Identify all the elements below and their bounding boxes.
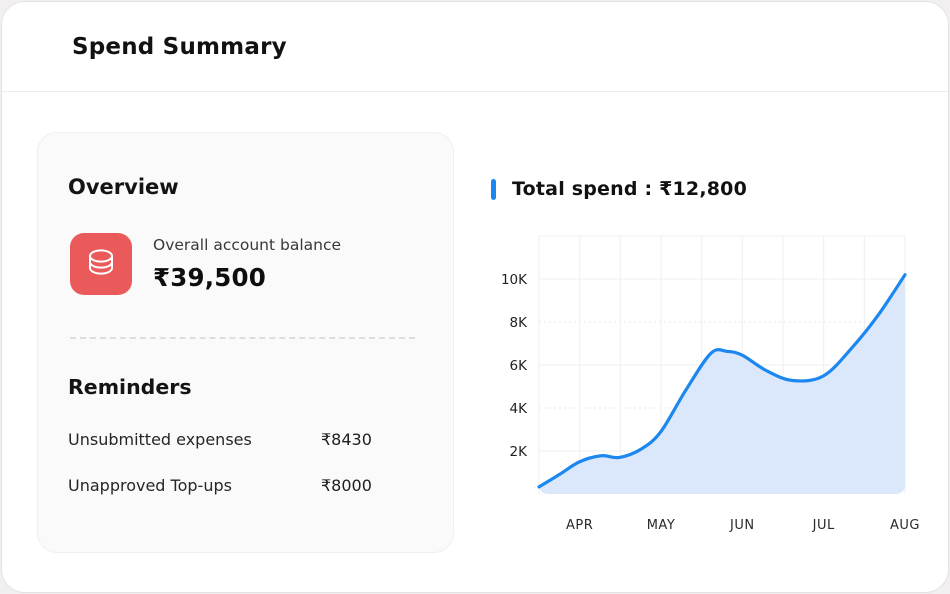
balance-label: Overall account balance <box>153 236 342 254</box>
svg-text:MAY: MAY <box>647 518 676 533</box>
balance-icon-box <box>70 233 132 295</box>
total-spend-title: Total spend : ₹12,800 <box>512 178 748 200</box>
svg-text:AUG: AUG <box>890 518 920 533</box>
svg-text:2K: 2K <box>510 444 529 460</box>
dashed-divider <box>70 337 415 339</box>
total-spend-row: Total spend : ₹12,800 <box>491 178 747 200</box>
page-title: Spend Summary <box>72 33 287 60</box>
overview-heading: Overview <box>68 175 179 199</box>
spend-area-chart: 2K 4K 6K 8K 10K APR MAY JUN JUL AUG <box>472 227 932 542</box>
reminder-label: Unsubmitted expenses <box>68 429 252 449</box>
svg-text:JUN: JUN <box>729 518 755 533</box>
reminder-row: Unapproved Top-ups ₹8000 <box>68 474 423 496</box>
reminder-row: Unsubmitted expenses ₹8430 <box>68 428 423 450</box>
overview-card: Overview Overall account balance ₹39,500… <box>37 132 454 553</box>
reminders-heading: Reminders <box>68 375 192 399</box>
reminder-value: ₹8000 <box>321 475 372 495</box>
balance-value: ₹39,500 <box>153 263 266 292</box>
svg-text:4K: 4K <box>510 401 529 417</box>
svg-text:10K: 10K <box>501 272 528 288</box>
svg-text:6K: 6K <box>510 358 529 374</box>
reminder-label: Unapproved Top-ups <box>68 475 232 495</box>
svg-text:APR: APR <box>566 518 593 533</box>
svg-text:JUL: JUL <box>812 518 835 533</box>
accent-bar <box>491 178 496 200</box>
reminder-value: ₹8430 <box>321 429 372 449</box>
svg-text:8K: 8K <box>510 315 529 331</box>
coins-icon <box>84 245 118 283</box>
header: Spend Summary <box>2 2 948 92</box>
